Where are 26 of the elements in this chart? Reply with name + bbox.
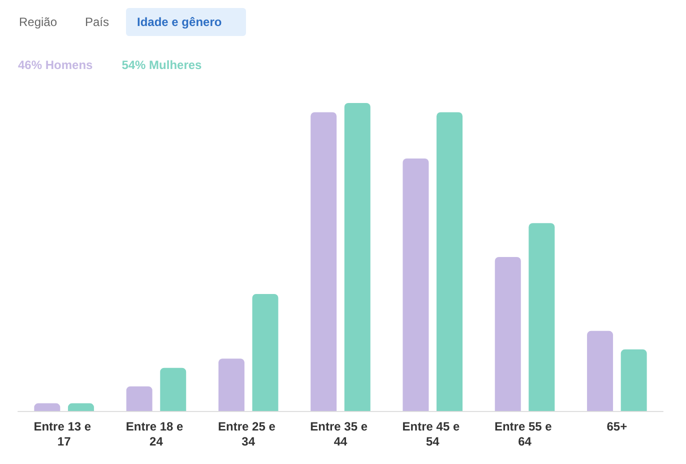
text: País: [85, 15, 110, 29]
text: 54% Mulheres: [122, 58, 202, 72]
x-tick-label: Entre 55 e 64: [494, 420, 556, 448]
bar: [160, 368, 186, 411]
text: Região: [19, 15, 58, 29]
bar: [126, 386, 152, 411]
x-tick-label: Entre 45 e 54: [402, 420, 463, 448]
x-tick-label: Entre 13 e 17: [34, 420, 94, 448]
bar: [528, 223, 555, 411]
x-tick-label: Entre 25 e 34: [218, 420, 279, 448]
bar: [310, 112, 337, 411]
bar: [344, 103, 370, 411]
text: Idade e gênero: [137, 15, 222, 29]
bar: [252, 294, 278, 411]
x-tick-label: Entre 18 e 24: [126, 420, 187, 448]
bar: [620, 349, 647, 411]
bar: [218, 358, 244, 411]
bar: [494, 257, 521, 411]
text: 46% Homens: [18, 58, 94, 72]
bar: [436, 112, 463, 411]
bar: [68, 403, 94, 411]
x-tick-label: 65+: [606, 420, 628, 434]
bar: [402, 158, 429, 411]
bar: [34, 403, 60, 411]
bar: [587, 330, 614, 411]
x-tick-label: Entre 35 e 44: [310, 420, 371, 448]
